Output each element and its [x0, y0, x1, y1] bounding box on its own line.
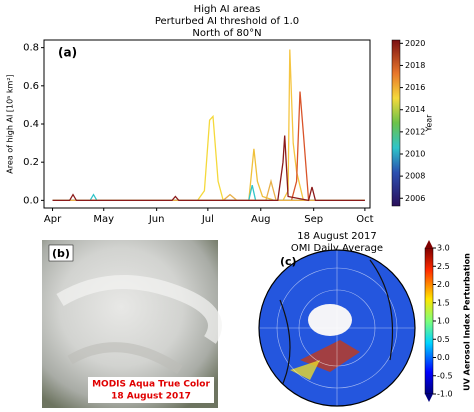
colorbar-tick-label: -1.0 [437, 390, 453, 399]
title-line: North of 80°N [192, 28, 261, 39]
series-line [52, 178, 365, 202]
panel-label: (b) [52, 247, 70, 260]
plot-frame [43, 39, 371, 209]
series-line [52, 148, 365, 202]
series-line [52, 114, 365, 202]
colorbar-tick-label: 2.0 [437, 280, 450, 289]
colorbar-tick-label: 2.5 [437, 262, 450, 271]
colorbar-label: Year [425, 114, 434, 133]
series-line [52, 91, 365, 202]
y-tick-label: 0.2 [23, 157, 39, 168]
title-line: High AI areas [194, 4, 261, 15]
panel-label: (a) [58, 46, 77, 60]
y-tick-label: 0.6 [23, 81, 39, 92]
colorbar-tick-label: 3.0 [437, 244, 450, 253]
x-tick-label: Jul [201, 214, 214, 225]
colorbar-label: UV Aerosol Index Perturbation [463, 253, 472, 391]
x-tick-label: Oct [356, 214, 373, 225]
colorbar-tick-label: 2012 [405, 127, 425, 136]
y-tick-label: 0.0 [23, 195, 39, 206]
series-line [52, 49, 365, 202]
colorbar-tick-label: 2020 [405, 39, 425, 48]
series-line [52, 135, 365, 202]
colorbar-tick-label: -0.5 [437, 371, 453, 380]
series-line [52, 184, 365, 202]
caption: 18 August 2017 [111, 392, 191, 402]
year-colorbar [391, 39, 401, 207]
title-line: Perturbed AI threshold of 1.0 [155, 16, 299, 27]
colorbar-tick-label: 2014 [405, 105, 425, 114]
colorbar-tick-label: 2018 [405, 61, 425, 70]
colorbar-tick-label: 2008 [405, 172, 425, 181]
x-tick-label: Sep [304, 214, 323, 225]
titles: High AI areas Perturbed AI threshold of … [155, 4, 299, 39]
colorbar-tick-label: 1.0 [437, 317, 450, 326]
panel-label: (c) [280, 255, 297, 268]
y-axis-label: Area of high AI [10⁵ km²] [6, 74, 15, 173]
colorbar-tick-label: 2010 [405, 149, 425, 158]
x-tick-label: Apr [44, 214, 62, 225]
x-tick-label: May [93, 214, 114, 225]
x-tick-label: Aug [251, 214, 271, 225]
colorbar-tick-label: 1.5 [437, 298, 450, 307]
colorbar-tick-label: 2016 [405, 83, 425, 92]
colorbar-tick-label: 0.0 [437, 353, 450, 362]
map-title: 18 August 2017 [297, 231, 377, 242]
colorbar-tick-label: 0.5 [437, 335, 450, 344]
caption: MODIS Aqua True Color [92, 380, 210, 390]
y-tick-label: 0.8 [23, 43, 39, 54]
ai-colorbar [424, 247, 434, 395]
map-title: OMI Daily Average [291, 243, 383, 254]
y-tick-label: 0.4 [23, 119, 39, 130]
polar-map [259, 250, 415, 406]
colorbar-tick-label: 2006 [405, 194, 425, 203]
x-tick-label: Jun [148, 214, 165, 225]
